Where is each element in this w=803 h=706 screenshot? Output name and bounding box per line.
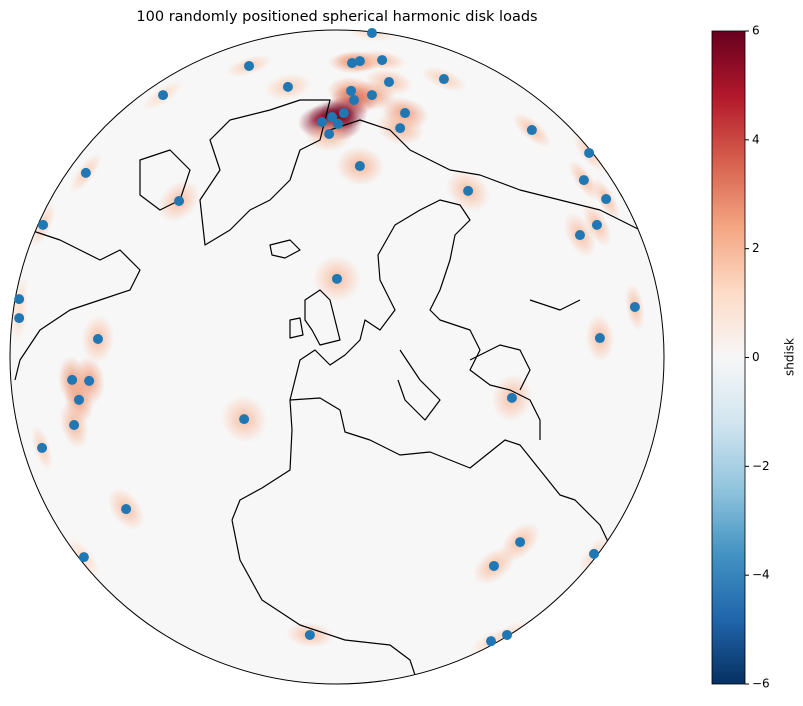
point	[395, 123, 406, 134]
point	[78, 552, 89, 563]
point	[349, 94, 360, 105]
colorbar-tick-label: −6	[752, 677, 770, 691]
point	[515, 537, 526, 548]
point	[158, 90, 169, 101]
point	[578, 175, 589, 186]
point	[354, 161, 365, 172]
point	[488, 560, 499, 571]
point	[589, 548, 600, 559]
point	[332, 273, 342, 284]
point	[332, 118, 343, 129]
point	[14, 294, 25, 305]
point	[174, 196, 185, 207]
point	[629, 301, 640, 312]
point	[14, 313, 25, 324]
point	[316, 116, 327, 127]
colorbar	[711, 30, 746, 685]
colorbar-tick-label: 0	[752, 350, 760, 364]
points	[14, 27, 640, 647]
point	[69, 420, 80, 431]
point	[327, 111, 338, 122]
colorbar-tick-label: 6	[752, 24, 760, 38]
point	[438, 74, 449, 85]
point	[591, 219, 602, 230]
colorbar-label: shdisk	[783, 338, 797, 376]
point	[304, 629, 315, 640]
point	[121, 504, 132, 515]
coastline	[289, 199, 581, 440]
point	[92, 334, 103, 345]
point	[80, 167, 91, 178]
point	[38, 219, 49, 230]
colorbar-tick-label: 2	[752, 241, 760, 255]
point	[377, 55, 388, 66]
point	[67, 374, 78, 385]
point	[584, 147, 595, 158]
point	[502, 629, 513, 640]
globe-outline	[9, 29, 665, 685]
point	[486, 636, 497, 647]
colorbar-tick-label: −4	[752, 568, 770, 582]
point	[37, 442, 48, 453]
chart-title: 100 randomly positioned spherical harmon…	[136, 9, 537, 25]
point	[244, 60, 255, 71]
point	[324, 128, 335, 139]
point	[383, 76, 394, 87]
point	[73, 394, 84, 405]
point	[601, 194, 612, 205]
point	[282, 81, 293, 92]
point	[239, 414, 250, 425]
colorbar-axis: −6 −4 −2 0 2 4 6	[745, 24, 770, 691]
point	[594, 333, 605, 344]
point	[354, 56, 365, 67]
point	[366, 90, 377, 101]
colorbar-tick-label: 4	[752, 132, 760, 146]
point	[506, 392, 517, 403]
point	[84, 375, 95, 386]
point	[463, 185, 474, 196]
point	[366, 27, 377, 38]
point	[338, 108, 349, 119]
coastline	[269, 239, 341, 346]
point	[574, 230, 585, 241]
colorbar-tick-label: −2	[752, 459, 770, 473]
point	[346, 85, 357, 96]
point	[526, 125, 537, 136]
point	[400, 108, 411, 119]
point	[347, 58, 358, 69]
